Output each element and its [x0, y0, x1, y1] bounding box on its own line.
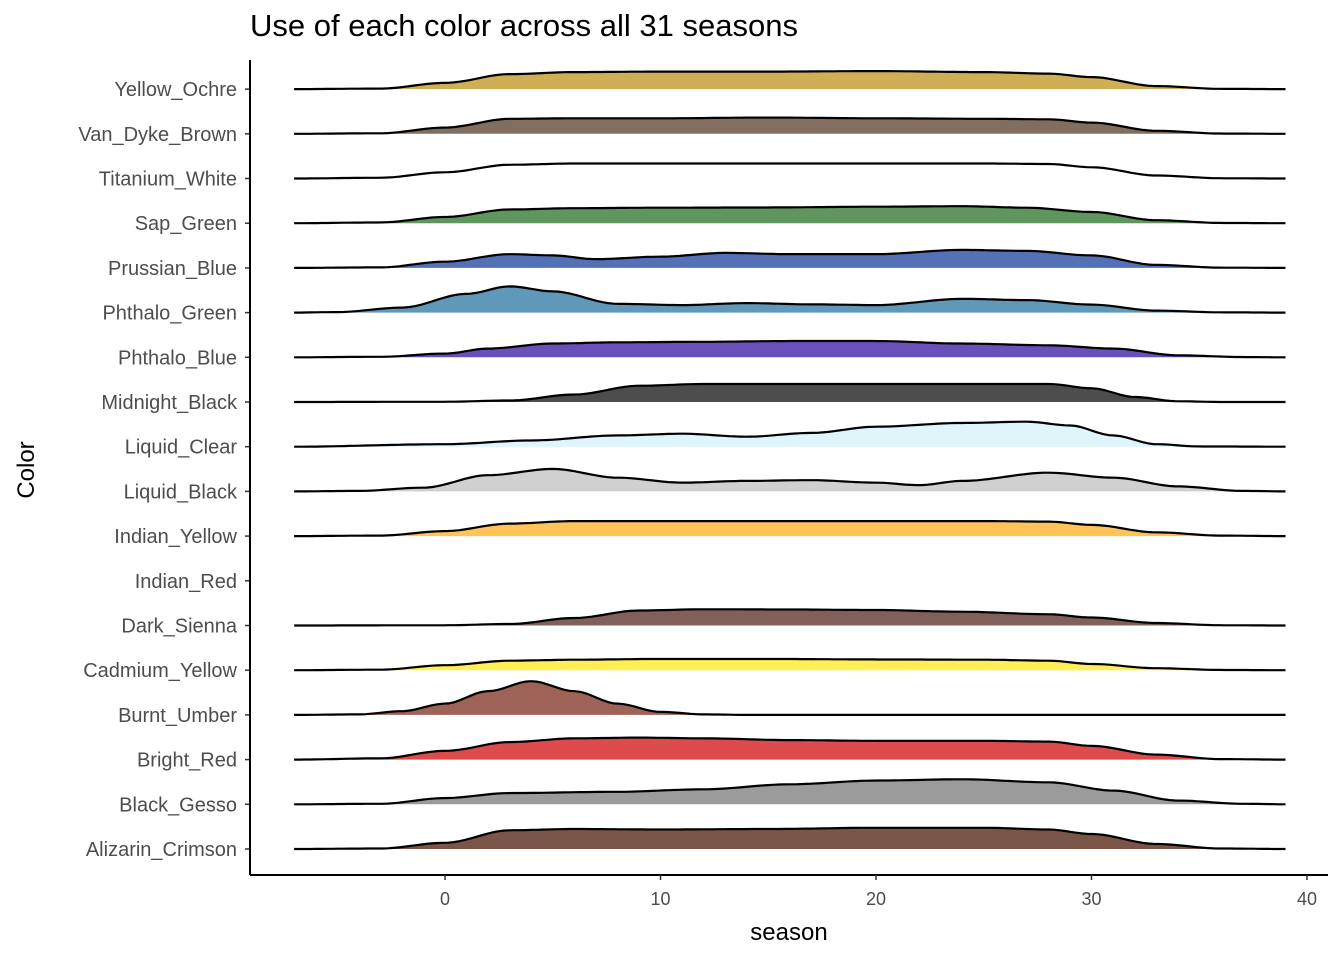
y-tick-label-bright-red: Bright_Red	[137, 750, 237, 772]
y-axis: Yellow_Ochre Van_Dyke_Brown Titanium_White…	[78, 60, 251, 875]
ridge-phthalo-blue	[294, 341, 1286, 358]
y-tick-label-titanium-white: Titanium_White	[99, 169, 237, 191]
x-axis-title: season	[750, 919, 827, 946]
ridge-outline-prussian-blue	[294, 248, 1286, 269]
y-tick-label-indian-red: Indian_Red	[135, 571, 237, 593]
y-tick-label-liquid-clear: Liquid_Clear	[125, 437, 238, 459]
y-tick-label-phthalo-blue: Phthalo_Blue	[118, 347, 237, 369]
ridge-outline-dark-sienna	[294, 608, 1286, 627]
y-tick-label-black-gesso: Black_Gesso	[119, 794, 237, 816]
ridge-titanium-white	[294, 163, 1286, 179]
ridge-outline-liquid-clear	[294, 420, 1286, 448]
ridge-van-dyke-brown	[294, 117, 1286, 134]
ridge-alizarin-crimson	[294, 827, 1286, 849]
y-tick-label-alizarin-crimson: Alizarin_Crimson	[86, 839, 237, 861]
ridges-group	[294, 70, 1286, 851]
x-axis: 0 10 20 30 40	[250, 874, 1328, 909]
ridge-outline-burnt-umber	[294, 680, 1286, 716]
ridge-outline-liquid-black	[294, 467, 1286, 493]
y-axis-title: Color	[13, 441, 40, 498]
ridge-burnt-umber	[294, 681, 1286, 715]
chart-title: Use of each color across all 31 seasons	[250, 8, 798, 43]
ridge-outline-alizarin-crimson	[294, 826, 1286, 851]
ridge-outline-bright-red	[294, 736, 1286, 761]
y-tick-label-liquid-black: Liquid_Black	[124, 481, 238, 503]
ridge-yellow-ochre	[294, 71, 1286, 90]
x-tick-label: 10	[650, 889, 670, 909]
ridge-sap-green	[294, 206, 1286, 224]
x-tick-label: 0	[440, 889, 450, 909]
ridge-cadmium-yellow	[294, 659, 1286, 671]
x-tick-label: 20	[866, 889, 886, 909]
ridge-outline-van-dyke-brown	[294, 116, 1286, 135]
ridge-liquid-black	[294, 468, 1286, 492]
ridge-outline-cadmium-yellow	[294, 657, 1286, 672]
ridge-indian-yellow	[294, 521, 1286, 537]
ridge-outline-midnight-black	[294, 382, 1286, 404]
y-tick-label-prussian-blue: Prussian_Blue	[108, 258, 237, 280]
x-tick-label: 30	[1081, 889, 1101, 909]
x-tick-label: 40	[1297, 889, 1317, 909]
ridge-black-gesso	[294, 779, 1286, 805]
ridge-phthalo-green	[294, 286, 1286, 313]
ridge-outline-sap-green	[294, 205, 1286, 225]
ridge-outline-titanium-white	[294, 162, 1286, 180]
ridge-prussian-blue	[294, 249, 1286, 268]
y-tick-label-yellow-ochre: Yellow_Ochre	[114, 79, 237, 101]
ridge-outline-yellow-ochre	[294, 70, 1286, 91]
ridge-dark-sienna	[294, 609, 1286, 626]
y-tick-label-sap-green: Sap_Green	[135, 213, 237, 235]
ridge-midnight-black	[294, 384, 1286, 402]
y-tick-label-cadmium-yellow: Cadmium_Yellow	[83, 660, 237, 682]
y-tick-label-indian-yellow: Indian_Yellow	[114, 526, 237, 548]
y-tick-label-burnt-umber: Burnt_Umber	[118, 705, 237, 727]
y-tick-label-midnight-black: Midnight_Black	[101, 392, 238, 414]
ridge-outline-phthalo-blue	[294, 339, 1286, 359]
y-tick-label-phthalo-green: Phthalo_Green	[102, 303, 237, 325]
y-tick-label-dark-sienna: Dark_Sienna	[121, 616, 238, 638]
ridge-outline-black-gesso	[294, 778, 1286, 806]
ridge-outline-indian-yellow	[294, 520, 1286, 538]
ridge-outline-phthalo-green	[294, 285, 1286, 314]
y-tick-label-van-dyke-brown: Van_Dyke_Brown	[78, 124, 237, 146]
ridge-bright-red	[294, 737, 1286, 760]
